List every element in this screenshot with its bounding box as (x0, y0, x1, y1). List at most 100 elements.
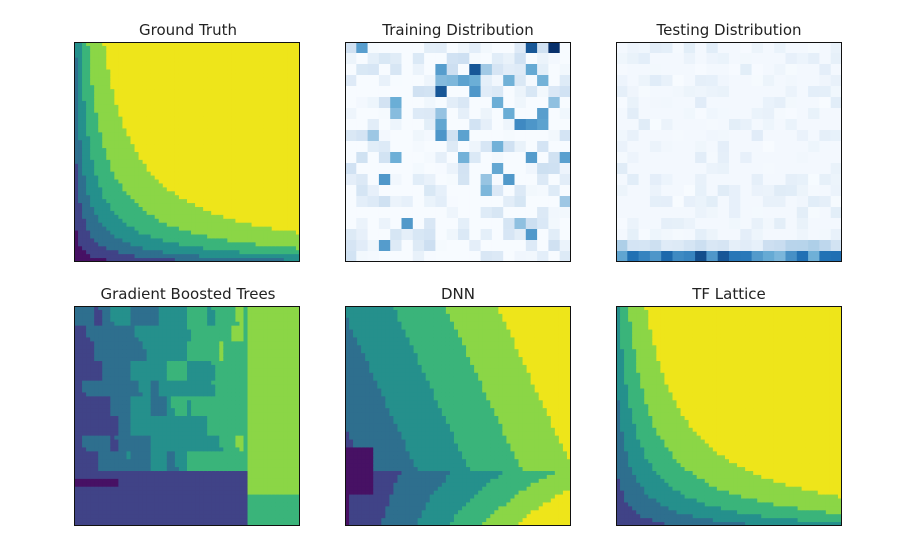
density-cell (356, 207, 369, 219)
heatmap-cell (146, 191, 152, 196)
heatmap-cell (102, 81, 107, 86)
density-cell (729, 53, 741, 65)
heatmap-cell (187, 183, 192, 188)
heatmap-cell (106, 167, 111, 173)
density-cell (378, 207, 391, 219)
density-cell (774, 108, 787, 120)
heatmap-cell (211, 53, 216, 59)
density-cell (649, 174, 662, 186)
heatmap-cell (263, 214, 269, 220)
density-cell (717, 196, 730, 208)
heatmap-cell (138, 230, 144, 236)
heatmap-cell (263, 45, 269, 51)
heatmap-cell (78, 53, 83, 59)
heatmap-cell (142, 404, 148, 409)
heatmap-cell (271, 254, 277, 259)
heatmap-cell (122, 108, 128, 114)
density-cell (480, 218, 493, 230)
density-cell (649, 75, 662, 87)
density-cell (762, 196, 775, 208)
density-cell (559, 141, 571, 153)
heatmap-cell (203, 45, 208, 51)
heatmap-cell (138, 380, 144, 386)
heatmap-cell (178, 242, 184, 247)
heatmap-cell (94, 242, 99, 247)
heatmap-cell (187, 136, 192, 141)
heatmap-cell (114, 73, 119, 78)
heatmap-cell (291, 191, 297, 196)
heatmap-cell (287, 81, 293, 86)
heatmap-cell (130, 49, 136, 55)
heatmap-cell (90, 258, 95, 262)
heatmap-cell (291, 203, 297, 208)
heatmap-cell (279, 191, 285, 196)
heatmap-cell (138, 490, 144, 496)
heatmap-cell (283, 93, 289, 98)
heatmap-cell (142, 384, 148, 390)
heatmap-cell (227, 93, 232, 98)
heatmap-cell (150, 77, 156, 82)
heatmap-cell (134, 81, 140, 86)
heatmap-cell (195, 179, 200, 185)
heatmap-cell (130, 104, 136, 110)
density-cell (751, 108, 764, 120)
heatmap-cell (231, 163, 237, 169)
heatmap-cell (259, 246, 265, 251)
density-cell (559, 152, 571, 164)
heatmap-cell (199, 246, 204, 251)
heatmap-cell (271, 93, 277, 98)
heatmap-cell (259, 171, 265, 177)
heatmap-cell (275, 179, 281, 185)
heatmap-cell (235, 57, 241, 63)
heatmap-cell (279, 234, 285, 240)
heatmap-cell (138, 471, 144, 476)
heatmap-cell (122, 136, 128, 141)
heatmap-cell (150, 81, 156, 86)
heatmap-cell (187, 250, 192, 255)
heatmap-cell (239, 53, 245, 59)
heatmap-cell (138, 341, 144, 346)
heatmap-cell (203, 108, 208, 114)
heatmap-cell (110, 187, 115, 192)
heatmap-cell (126, 337, 132, 342)
heatmap-cell (203, 116, 208, 122)
heatmap-cell (178, 171, 184, 177)
heatmap-cell (259, 230, 265, 236)
heatmap-cell (74, 514, 79, 519)
heatmap-cell (134, 306, 140, 311)
heatmap-cell (82, 376, 87, 382)
heatmap-cell (126, 163, 132, 169)
heatmap-cell (263, 230, 269, 236)
heatmap-cell (142, 128, 148, 133)
heatmap-cell (162, 242, 168, 247)
heatmap-cell (78, 155, 83, 161)
heatmap-cell (126, 124, 132, 130)
density-cell (345, 141, 357, 153)
heatmap-cell (291, 246, 297, 251)
heatmap-cell (130, 427, 136, 433)
heatmap-cell (211, 85, 216, 90)
heatmap-cell (114, 77, 119, 82)
heatmap-cell (134, 325, 140, 331)
heatmap-cell (74, 226, 79, 232)
density-cell (548, 229, 561, 241)
heatmap-cell (86, 222, 91, 228)
heatmap-cell (114, 337, 119, 342)
heatmap-cell (90, 459, 95, 464)
heatmap-cell (126, 136, 132, 141)
heatmap-cell (251, 250, 257, 255)
heatmap-cell (215, 49, 220, 55)
heatmap-cell (227, 100, 232, 106)
heatmap-cell (154, 179, 160, 185)
heatmap-cell (106, 89, 111, 94)
heatmap-cell (94, 195, 99, 200)
heatmap-cell (78, 57, 83, 63)
heatmap-cell (267, 108, 273, 114)
density-cell (627, 119, 640, 131)
heatmap-cell (130, 325, 136, 331)
heatmap-cell (134, 89, 140, 94)
heatmap-cell (106, 353, 111, 358)
heatmap-cell (90, 522, 95, 526)
heatmap-cell (227, 97, 232, 102)
density-cell (774, 174, 787, 186)
